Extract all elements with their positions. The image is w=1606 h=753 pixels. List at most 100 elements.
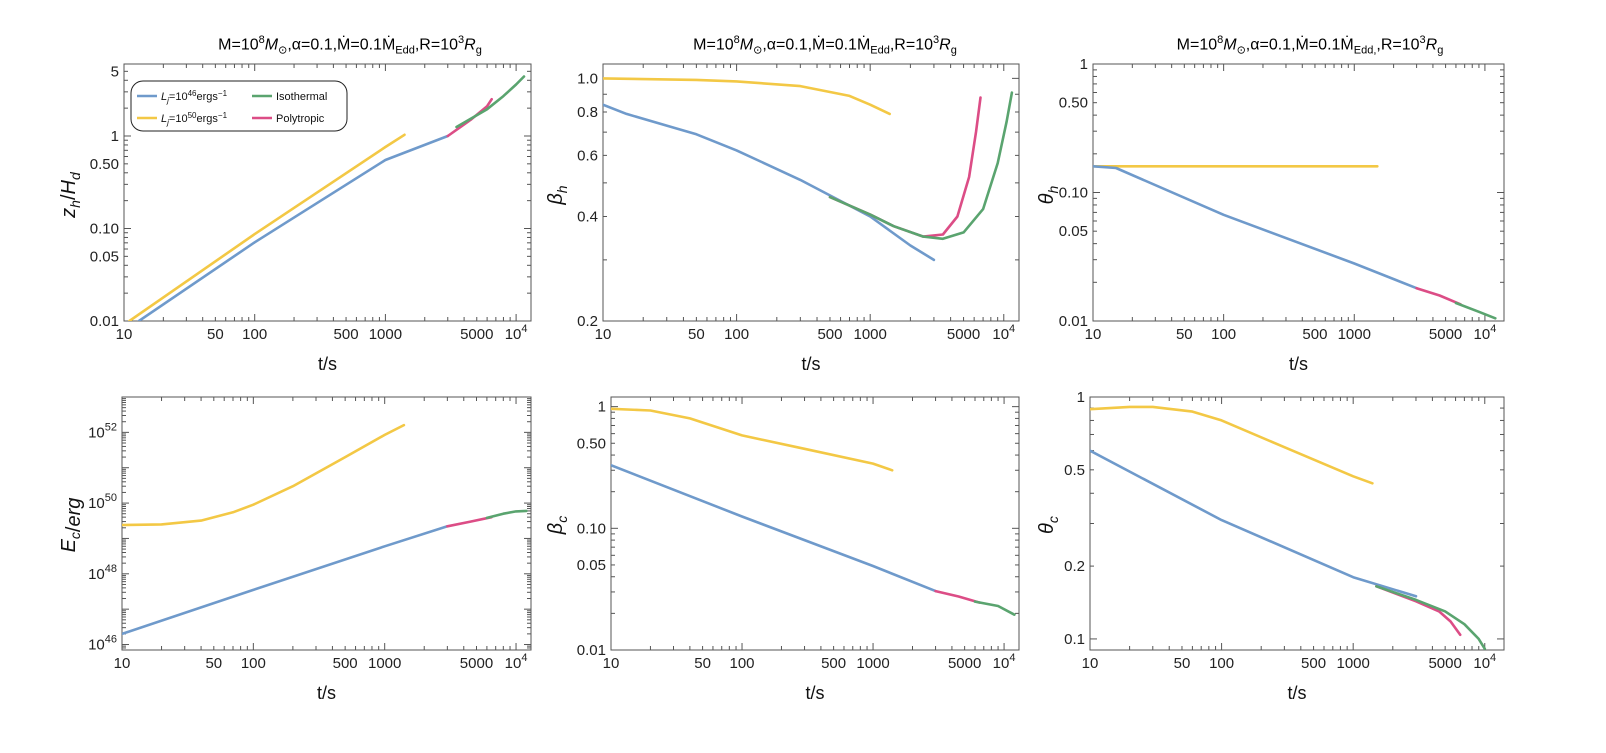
- series-line-polytropic: [446, 97, 494, 138]
- y-axis-label: θc: [1036, 516, 1061, 534]
- x-tick-label: 104: [992, 323, 1015, 343]
- x-tick-label: 100: [241, 655, 266, 672]
- x-tick-label: 1000: [853, 326, 886, 343]
- series-line-Lj46: [611, 463, 937, 593]
- legend-box: [130, 80, 348, 132]
- legend-label-Lj46: Lj=1046ergs−1: [161, 89, 228, 105]
- y-tick-label: 0.10: [577, 520, 606, 537]
- y-tick-label: 1046: [88, 634, 117, 654]
- panel-title-3: M=108M⊙,α=0.1,Ṁ=0.1ṀEdd,,R=103Rg: [1176, 34, 1444, 57]
- y-tick-label: 0.2: [1064, 558, 1085, 575]
- series-line-polytropic: [446, 515, 493, 528]
- x-tick-label: 50: [1176, 326, 1193, 343]
- x-tick-label: 5000: [947, 326, 980, 343]
- chart-panel-2: 10 50 100 500 1000 5000 104 0.2 0.4 0.6 0.8 1.0 t/s β…: [545, 63, 1020, 374]
- panel-title-2: M=108M⊙,α=0.1,Ṁ=0.1ṀEdd,R=103Rg: [693, 34, 957, 57]
- series-line-isothermal: [973, 600, 1016, 617]
- x-tick-label: 1000: [368, 655, 401, 672]
- series-line-Lj46: [1093, 165, 1418, 290]
- series-line-isothermal: [485, 509, 528, 520]
- x-tick-label: 500: [821, 655, 846, 672]
- x-tick-label: 50: [207, 326, 224, 343]
- x-tick-label: 500: [333, 655, 358, 672]
- plot-frame: [602, 63, 1020, 322]
- x-tick-label: 10: [1082, 655, 1099, 672]
- series-line-Lj50: [122, 423, 406, 527]
- y-tick-label: 0.5: [1064, 462, 1085, 479]
- y-axis-label: θh: [1036, 185, 1061, 204]
- x-tick-label: 1000: [1338, 326, 1371, 343]
- y-axis-label: βh: [545, 185, 570, 205]
- y-tick-label: 1052: [88, 421, 117, 441]
- y-tick-label: 1: [111, 128, 119, 145]
- series-line-isothermal: [455, 75, 526, 129]
- y-tick-label: 0.01: [90, 313, 119, 330]
- chart-panel-4: 10 50 100 500 1000 5000 1041046104810501052t/s…: [58, 396, 532, 703]
- x-tick-label: 10: [1085, 326, 1102, 343]
- series-line-isothermal: [1454, 301, 1497, 320]
- x-tick-label: 1000: [1336, 655, 1369, 672]
- x-axis-label: t/s: [317, 683, 336, 703]
- x-tick-label: 5000: [1428, 655, 1461, 672]
- y-tick-label: 1: [598, 399, 606, 416]
- chart-panel-6: 10 50 100 500 1000 5000 104 0.1 0.2 0.5 1 t/s θc: [1036, 389, 1505, 703]
- y-tick-label: 0.50: [577, 435, 606, 452]
- y-axis-label: Ec/erg: [58, 498, 85, 553]
- x-tick-label: 500: [817, 326, 842, 343]
- series-line-Lj50: [1090, 405, 1374, 485]
- x-axis-label: t/s: [1289, 354, 1308, 374]
- series-line-Lj46: [137, 134, 450, 321]
- y-tick-label: 0.2: [577, 313, 598, 330]
- plot-frame: [121, 396, 532, 651]
- y-tick-label: 0.50: [1059, 95, 1088, 112]
- x-tick-label: 10: [114, 655, 131, 672]
- x-tick-label: 10: [603, 655, 620, 672]
- y-tick-label: 0.6: [577, 147, 598, 164]
- chart-panel-1: 10 50 100 500 1000 5000 104 0.01 0.05 0.10 0.50 1 5 t…: [58, 63, 532, 374]
- x-tick-label: 1000: [856, 655, 889, 672]
- y-tick-label: 0.4: [577, 209, 598, 226]
- y-tick-label: 1: [1080, 56, 1088, 73]
- x-tick-label: 10: [595, 326, 612, 343]
- series-line-polytropic: [1415, 286, 1462, 306]
- x-axis-label: t/s: [1287, 683, 1306, 703]
- x-tick-label: 5000: [948, 655, 981, 672]
- series-line-Lj46: [603, 103, 936, 262]
- y-tick-label: 0.01: [1059, 313, 1088, 330]
- y-tick-label: 1050: [88, 492, 117, 512]
- x-tick-label: 500: [334, 326, 359, 343]
- x-axis-label: t/s: [805, 683, 824, 703]
- x-tick-label: 104: [1473, 652, 1496, 672]
- series-line-polytropic: [828, 96, 982, 238]
- legend-label-polytropic: Polytropic: [276, 113, 325, 125]
- x-tick-label: 50: [1174, 655, 1191, 672]
- chart-panel-3: 10 50 100 500 1000 5000 104 0.01 0.05 0.10 0.50 1 t/…: [1036, 56, 1505, 374]
- y-tick-label: 0.10: [1059, 185, 1088, 202]
- y-axis-label: βc: [545, 516, 570, 535]
- x-tick-label: 50: [688, 326, 705, 343]
- y-tick-label: 1.0: [577, 70, 598, 87]
- series-line-isothermal: [828, 91, 1014, 241]
- y-tick-label: 1048: [88, 563, 117, 583]
- y-tick-label: 0.1: [1064, 631, 1085, 648]
- panel-title-1: M=108M⊙,α=0.1,Ṁ=0.1ṀEdd,R=103Rg: [218, 34, 482, 57]
- plot-frame: [1092, 63, 1505, 322]
- y-tick-label: 5: [111, 63, 119, 80]
- legend-label-Lj50: Lj=1050ergs−1: [161, 111, 228, 127]
- x-tick-label: 104: [505, 652, 528, 672]
- x-axis-label: t/s: [318, 354, 337, 374]
- x-tick-label: 500: [1302, 326, 1327, 343]
- x-tick-label: 1000: [369, 326, 402, 343]
- x-tick-label: 500: [1301, 655, 1326, 672]
- series-line-Lj50: [611, 407, 894, 472]
- legend: Lj=1046ergs−1 Isothermal Lj=1050ergs−1 Poly…: [130, 80, 348, 132]
- x-tick-label: 100: [1209, 655, 1234, 672]
- series-line-polytropic: [934, 589, 981, 604]
- x-tick-label: 50: [205, 655, 222, 672]
- y-tick-label: 0.10: [90, 220, 119, 237]
- plot-frame: [1089, 396, 1505, 651]
- x-tick-label: 100: [242, 326, 267, 343]
- chart-panel-5: 10 50 100 500 1000 5000 104 0.01 0.05 0.10 0.50 1 t/…: [545, 396, 1020, 703]
- plot-frame: [610, 396, 1020, 651]
- series-line-Lj50: [603, 77, 892, 116]
